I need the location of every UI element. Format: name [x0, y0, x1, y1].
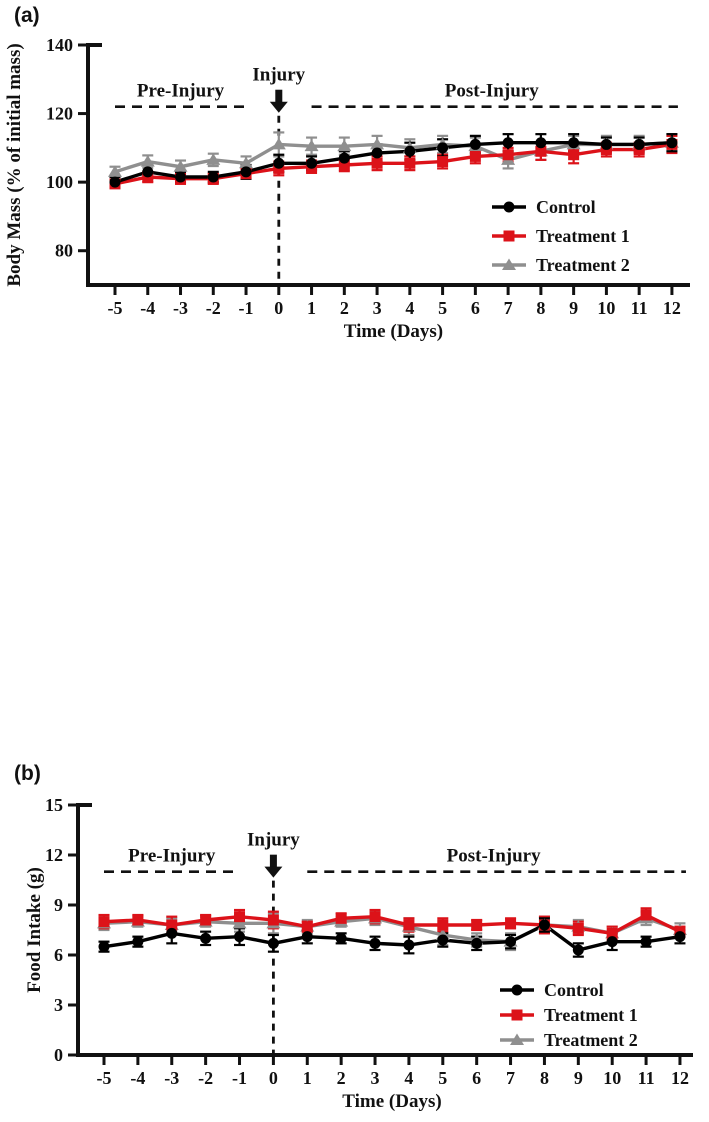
svg-text:3: 3 [54, 995, 63, 1015]
svg-text:Time (Days): Time (Days) [344, 321, 443, 342]
svg-text:Pre-Injury: Pre-Injury [128, 846, 216, 867]
svg-text:-4: -4 [130, 1068, 145, 1088]
svg-text:0: 0 [274, 298, 283, 318]
svg-text:Injury: Injury [247, 830, 300, 851]
svg-text:1: 1 [307, 298, 316, 318]
svg-text:9: 9 [574, 1068, 583, 1088]
svg-text:Control: Control [544, 980, 604, 1000]
annotations: Pre-Injury Post-Injury Injury [115, 65, 678, 285]
legend: Control Treatment 1 Treatment 2 [500, 980, 638, 1050]
panel-a-body-mass: (a) 80 100 120 140 -5 -4 -3 -2 -1 0 1 2 3 4 5 6 7 8 9 10 11 1… [0, 0, 709, 378]
svg-text:Treatment 1: Treatment 1 [536, 226, 630, 246]
svg-text:Food Intake (g): Food Intake (g) [24, 867, 45, 993]
legend: Control Treatment 1 Treatment 2 [492, 197, 630, 275]
svg-text:15: 15 [45, 795, 63, 815]
svg-text:Treatment 2: Treatment 2 [544, 1030, 638, 1050]
svg-text:6: 6 [54, 945, 63, 965]
svg-text:9: 9 [54, 895, 63, 915]
svg-text:80: 80 [55, 241, 73, 261]
svg-text:3: 3 [371, 1068, 380, 1088]
svg-text:5: 5 [438, 298, 447, 318]
svg-text:-3: -3 [173, 298, 188, 318]
panel-a-label: (a) [14, 4, 40, 27]
svg-text:-1: -1 [239, 298, 254, 318]
svg-text:Post-Injury: Post-Injury [447, 846, 541, 867]
svg-text:120: 120 [46, 104, 73, 124]
svg-text:Post-Injury: Post-Injury [445, 81, 539, 102]
svg-text:Injury: Injury [252, 65, 305, 86]
svg-text:Treatment 1: Treatment 1 [544, 1005, 638, 1025]
svg-text:8: 8 [536, 298, 545, 318]
svg-text:Pre-Injury: Pre-Injury [137, 81, 225, 102]
svg-text:140: 140 [46, 35, 73, 55]
svg-text:-5: -5 [108, 298, 123, 318]
svg-text:-1: -1 [232, 1068, 247, 1088]
svg-text:4: 4 [404, 1068, 413, 1088]
svg-text:10: 10 [597, 298, 615, 318]
svg-text:12: 12 [45, 845, 63, 865]
svg-text:7: 7 [506, 1068, 515, 1088]
svg-text:0: 0 [269, 1068, 278, 1088]
line-treatment-2 [114, 141, 673, 174]
svg-text:Control: Control [536, 197, 596, 217]
svg-text:-2: -2 [198, 1068, 213, 1088]
svg-text:9: 9 [569, 298, 578, 318]
svg-text:6: 6 [472, 1068, 481, 1088]
markers-control [109, 137, 678, 188]
svg-text:11: 11 [631, 298, 648, 318]
svg-text:12: 12 [671, 1068, 689, 1088]
svg-text:-3: -3 [164, 1068, 179, 1088]
svg-text:1: 1 [303, 1068, 312, 1088]
svg-text:11: 11 [638, 1068, 655, 1088]
svg-text:Body Mass (% of initial mass): Body Mass (% of initial mass) [4, 43, 25, 286]
errorbars-treatment-2 [109, 131, 678, 179]
panel-b-food-intake: (b) 0 3 6 9 12 15 -5 -4 -3 -2 -1 0 1 2 3 4 5 6 7 8 9 10 11 12 Ti… [0, 372, 709, 1112]
svg-text:5: 5 [438, 1068, 447, 1088]
svg-text:10: 10 [603, 1068, 621, 1088]
svg-text:100: 100 [46, 172, 73, 192]
svg-text:0: 0 [54, 1045, 63, 1065]
svg-text:Time (Days): Time (Days) [342, 1091, 441, 1112]
svg-text:-4: -4 [140, 298, 155, 318]
svg-text:2: 2 [337, 1068, 346, 1088]
svg-text:Treatment 2: Treatment 2 [536, 255, 630, 275]
svg-text:-2: -2 [206, 298, 221, 318]
svg-text:8: 8 [540, 1068, 549, 1088]
svg-text:-5: -5 [97, 1068, 112, 1088]
svg-text:12: 12 [663, 298, 681, 318]
svg-text:6: 6 [471, 298, 480, 318]
svg-text:3: 3 [373, 298, 382, 318]
svg-text:7: 7 [504, 298, 513, 318]
svg-text:2: 2 [340, 298, 349, 318]
svg-text:4: 4 [405, 298, 414, 318]
